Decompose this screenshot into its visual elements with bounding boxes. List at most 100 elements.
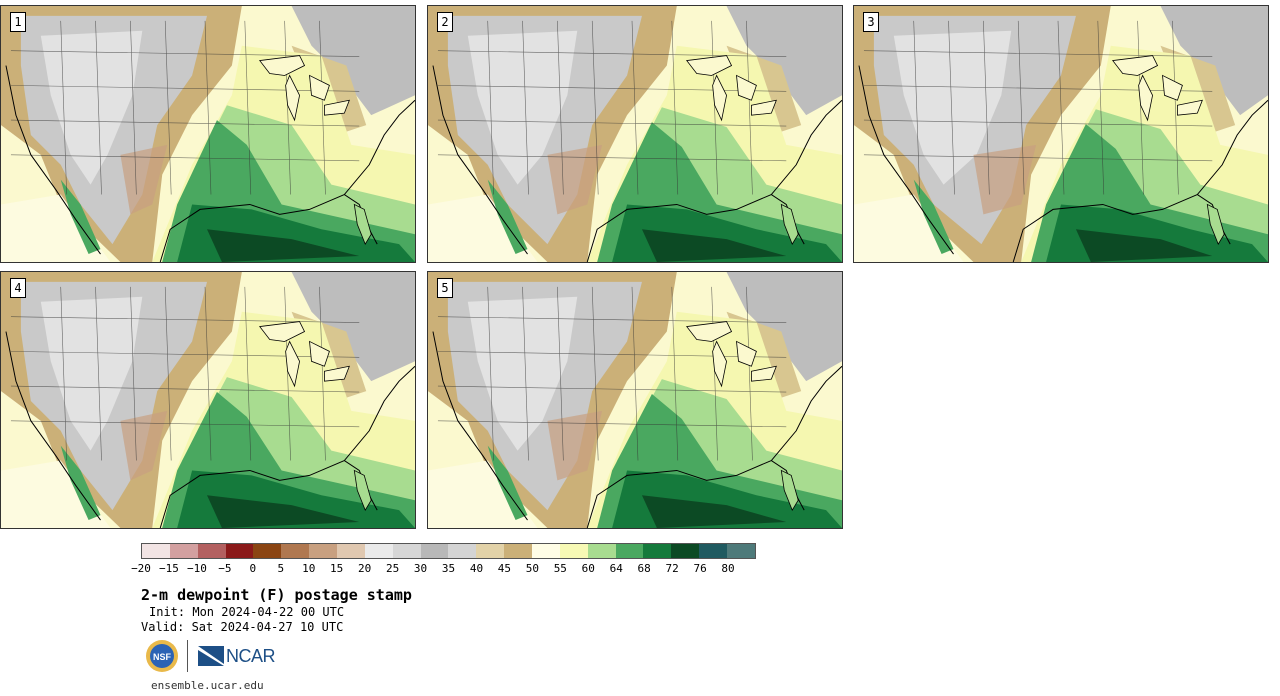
map-panel-3: 3	[853, 5, 1269, 263]
moist-region	[641, 229, 787, 262]
colorbar-tick-label: −5	[218, 562, 232, 575]
colorbar-swatch	[142, 544, 170, 558]
dewpoint-map	[428, 272, 842, 528]
dry-region	[467, 30, 578, 185]
boundary-line	[130, 286, 137, 461]
great-lake	[259, 321, 306, 342]
panel-label: 4	[10, 278, 26, 298]
colorbar-swatch	[532, 544, 560, 558]
great-lake	[751, 365, 777, 382]
boundary-line	[557, 20, 564, 195]
dry-region	[40, 296, 143, 451]
boundary-line	[522, 286, 529, 461]
colorbar-tick-label: 35	[441, 562, 456, 575]
dry-region	[547, 144, 603, 215]
boundary-line	[10, 85, 360, 92]
colorbar-tick-label: 50	[525, 562, 539, 575]
colorbar-tick-label: −15	[159, 562, 179, 575]
boundary-line	[1017, 20, 1025, 195]
boundary-line	[95, 286, 102, 461]
great-lake	[259, 55, 306, 76]
colorbar-tick-label: 0	[249, 562, 257, 575]
colorbar-swatch	[476, 544, 505, 558]
colorbar-swatch	[671, 544, 700, 558]
moist-region	[428, 460, 538, 528]
great-lake	[324, 99, 350, 116]
boundary-line	[60, 286, 67, 461]
boundary-line	[711, 286, 718, 461]
boundary-line	[983, 20, 990, 195]
great-lake	[686, 321, 733, 342]
boundary-line	[437, 420, 787, 428]
boundary-line	[863, 119, 1213, 127]
boundary-line	[437, 119, 787, 127]
colorbar-swatch	[169, 544, 198, 558]
great-lake	[736, 74, 757, 101]
moist-region	[207, 495, 360, 528]
great-lake	[712, 340, 727, 388]
dry-region	[291, 6, 415, 116]
boundary-line	[204, 286, 212, 461]
florida	[780, 203, 799, 246]
colorbar-tick-label: 68	[637, 562, 651, 575]
boundary-line	[1172, 20, 1179, 195]
dry-region	[726, 272, 842, 382]
boundary-line	[204, 20, 212, 195]
nsf-logo-icon: NSF	[146, 640, 178, 672]
boundary-line	[244, 286, 252, 461]
boundary-line	[10, 119, 360, 127]
colorbar-swatch	[727, 544, 755, 558]
dry-region	[40, 30, 143, 185]
dewpoint-map	[1, 6, 415, 262]
panel-label: 1	[10, 12, 26, 32]
colorbar-tick-label: 30	[413, 562, 428, 575]
dry-region	[120, 144, 168, 215]
colorbar-swatch	[281, 544, 310, 558]
great-lake	[285, 340, 300, 388]
dewpoint-map	[428, 6, 842, 262]
boundary-line	[10, 351, 360, 358]
colorbar-tick-label: 40	[469, 562, 484, 575]
boundary-line	[746, 20, 753, 195]
boundary-line	[437, 154, 787, 162]
map-panel-2: 2	[427, 5, 843, 263]
boundary-line	[1057, 20, 1065, 195]
colorbar-tick-label: 55	[553, 562, 567, 575]
dry-region	[726, 6, 842, 116]
moist-region	[487, 445, 528, 521]
boundary-line	[631, 20, 639, 195]
state-boundaries	[863, 20, 1213, 195]
colorbar-tick-label: 45	[497, 562, 512, 575]
boundary-line	[60, 20, 67, 195]
dry-region	[291, 272, 415, 382]
boundary-line	[10, 420, 360, 428]
boundary-line	[711, 20, 718, 195]
moist-region	[1075, 229, 1213, 262]
colorbar	[141, 543, 756, 559]
boundary-line	[164, 20, 172, 195]
boundary-line	[487, 286, 494, 461]
panel-label: 3	[863, 12, 879, 32]
boundary-line	[130, 20, 137, 195]
panel-label: 5	[437, 278, 453, 298]
colorbar-ticks: −20 −15 −10 −5 0 5 10 15 20 25 30 35 40 45 50 55 60 64 68 7…	[131, 562, 756, 576]
boundary-line	[671, 20, 679, 195]
dry-region	[1160, 6, 1268, 116]
boundary-line	[913, 20, 920, 195]
init-time: Init: Mon 2024-04-22 00 UTC	[149, 605, 345, 619]
dry-region	[547, 410, 603, 481]
boundary-line	[95, 20, 102, 195]
state-boundaries	[10, 286, 360, 461]
boundary-line	[948, 20, 955, 195]
moist-region	[428, 194, 538, 262]
florida	[353, 203, 372, 246]
boundary-line	[244, 20, 252, 195]
florida	[353, 469, 372, 512]
logo-divider	[187, 640, 188, 672]
moist-region	[487, 179, 528, 255]
great-lake	[1138, 74, 1153, 122]
boundary-line	[631, 286, 639, 461]
dry-region	[893, 30, 1012, 185]
valid-time: Valid: Sat 2024-04-27 10 UTC	[141, 620, 344, 634]
colorbar-tick-label: 64	[609, 562, 623, 575]
